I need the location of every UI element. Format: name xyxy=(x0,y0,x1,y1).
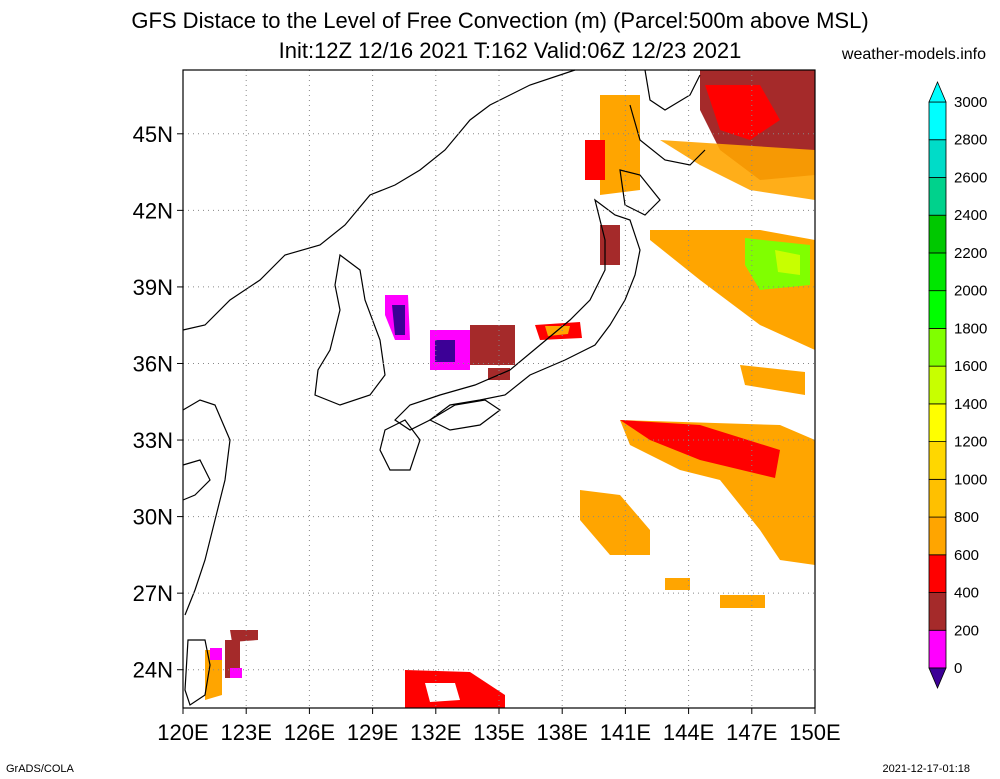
colorbar-segment xyxy=(928,365,947,405)
colorbar-label: 2600 xyxy=(954,169,987,186)
colorbar-segment xyxy=(928,516,947,556)
credit-label: GrADS/COLA xyxy=(6,763,74,775)
lon-tick-label: 132E xyxy=(410,720,461,745)
lat-tick-label: 36N xyxy=(133,351,173,376)
colorbar-label: 800 xyxy=(954,509,979,526)
lat-tick-label: 42N xyxy=(133,198,173,223)
lat-tick-label: 24N xyxy=(133,658,173,683)
colorbar-label: 1000 xyxy=(954,471,987,488)
colorbar-segment xyxy=(928,592,947,631)
colorbar-label: 1800 xyxy=(954,320,987,337)
lfc-shading xyxy=(205,70,815,708)
lon-tick-label: 126E xyxy=(284,720,335,745)
lon-tick-label: 120E xyxy=(157,720,208,745)
colorbar-label: 0 xyxy=(954,660,962,677)
colorbar-segment xyxy=(928,252,947,292)
colorbar-segment xyxy=(928,403,947,443)
lon-tick-label: 123E xyxy=(221,720,272,745)
colorbar: 0 200 400 600 800 1000 1200 1400 1600 1800 2000 220… xyxy=(928,80,987,690)
lat-tick-label: 27N xyxy=(133,581,173,606)
colorbar-label: 2800 xyxy=(954,132,987,149)
colorbar-segment xyxy=(928,290,947,329)
colorbar-max-triangle xyxy=(928,80,947,103)
colorbar-min-triangle xyxy=(928,667,947,690)
colorbar-label: 1400 xyxy=(954,396,987,413)
colorbar-label: 200 xyxy=(954,622,979,639)
colorbar-label: 1600 xyxy=(954,358,987,375)
lon-tick-label: 135E xyxy=(473,720,524,745)
colorbar-segment xyxy=(928,629,947,669)
lon-tick-label: 129E xyxy=(347,720,398,745)
colorbar-segment xyxy=(928,327,947,367)
colorbar-segment xyxy=(928,554,947,593)
colorbar-segment xyxy=(928,177,947,216)
lon-tick-label: 147E xyxy=(726,720,777,745)
colorbar-label: 400 xyxy=(954,585,979,602)
lat-tick-labels: 24N 27N 30N 33N 36N 39N 42N 45N xyxy=(133,122,173,683)
lat-tick-label: 45N xyxy=(133,122,173,147)
coastlines xyxy=(182,69,706,706)
lat-tick-label: 39N xyxy=(133,275,173,300)
colorbar-segment xyxy=(928,478,947,518)
colorbar-label: 600 xyxy=(954,547,979,564)
lat-tick-label: 33N xyxy=(133,428,173,453)
colorbar-segment xyxy=(928,101,947,141)
colorbar-label: 2000 xyxy=(954,283,987,300)
map-title-line1: GFS Distace to the Level of Free Convect… xyxy=(131,8,869,33)
lat-tick-label: 30N xyxy=(133,505,173,530)
colorbar-label: 3000 xyxy=(954,94,987,111)
colorbar-segment xyxy=(928,214,947,254)
grid-lines xyxy=(177,70,816,714)
lon-tick-label: 141E xyxy=(600,720,651,745)
lon-tick-labels: 120E 123E 126E 129E 132E 135E 138E 141E 144E 147E… xyxy=(157,720,840,745)
lon-tick-label: 150E xyxy=(789,720,840,745)
colorbar-segment xyxy=(928,441,947,480)
timestamp-label: 2021-12-17-01:18 xyxy=(882,763,970,775)
colorbar-segment xyxy=(928,139,947,178)
colorbar-label: 2400 xyxy=(954,207,987,224)
site-label: weather-models.info xyxy=(841,46,986,63)
map-title-line2: Init:12Z 12/16 2021 T:162 Valid:06Z 12/2… xyxy=(278,38,742,63)
lon-tick-label: 138E xyxy=(537,720,588,745)
colorbar-label: 1200 xyxy=(954,434,987,451)
plot-frame xyxy=(182,69,816,709)
colorbar-label: 2200 xyxy=(954,245,987,262)
lon-tick-label: 144E xyxy=(663,720,714,745)
